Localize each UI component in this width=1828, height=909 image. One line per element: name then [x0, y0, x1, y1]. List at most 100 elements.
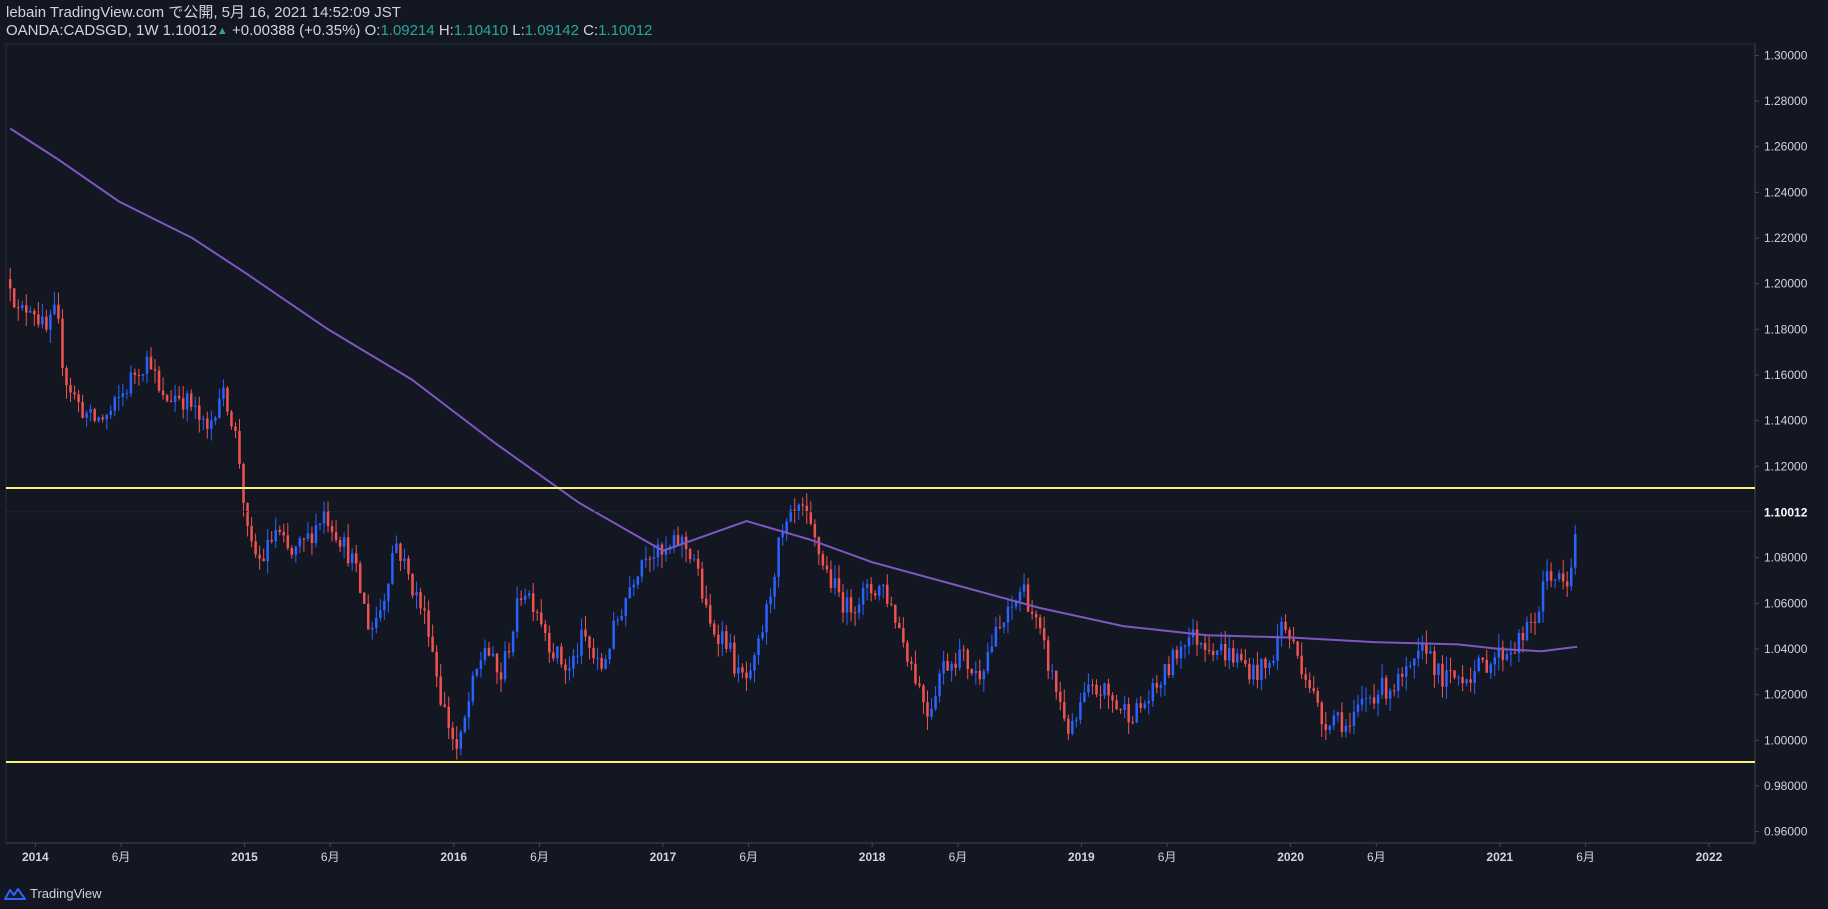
- candle-down: [439, 676, 442, 705]
- candle-down: [817, 537, 821, 555]
- candle-up: [53, 304, 56, 315]
- candle-down: [519, 598, 523, 600]
- candle-down: [1453, 670, 1456, 678]
- candle-up: [479, 660, 483, 669]
- candle-down: [443, 704, 446, 707]
- candle-down: [1063, 702, 1066, 719]
- candle-down: [455, 739, 459, 749]
- candle-down: [226, 387, 229, 412]
- candle-up: [1545, 571, 1549, 582]
- candle-down: [1296, 641, 1299, 656]
- candle-up: [624, 598, 627, 617]
- last-price-badge: [1756, 502, 1826, 521]
- candle-up: [950, 663, 953, 671]
- candle-down: [704, 598, 708, 606]
- candle-up: [833, 578, 837, 588]
- candle-up: [1018, 591, 1022, 601]
- candle-down: [548, 632, 551, 653]
- open-label: O:: [364, 22, 381, 39]
- high-label: H:: [438, 22, 454, 39]
- candle-down: [1119, 709, 1122, 711]
- candle-up: [596, 657, 599, 659]
- candle-up: [85, 412, 88, 418]
- candle-up: [97, 417, 100, 421]
- candle-down: [1131, 722, 1134, 724]
- candle-up: [632, 584, 636, 588]
- candle-up: [391, 552, 394, 584]
- candle-up: [121, 393, 125, 397]
- candle-down: [821, 554, 825, 566]
- candle-down: [177, 395, 181, 399]
- candle-up: [982, 671, 986, 680]
- candle-up: [652, 557, 656, 559]
- x-tick-label: 2015: [231, 850, 258, 864]
- candle-down: [1030, 611, 1034, 614]
- candle-up: [753, 655, 756, 671]
- candle-down: [1244, 659, 1247, 664]
- candle-up: [125, 393, 129, 395]
- candle-down: [1054, 670, 1058, 692]
- candle-up: [644, 558, 648, 561]
- candle-down: [906, 642, 909, 662]
- candle-up: [387, 583, 390, 601]
- candle-down: [246, 502, 249, 526]
- candle-up: [845, 597, 849, 613]
- candle-down: [1433, 651, 1436, 676]
- candle-up: [1437, 663, 1440, 676]
- candle-down: [1469, 679, 1472, 683]
- candle-down: [552, 652, 555, 659]
- candle-down: [495, 653, 499, 673]
- candle-up: [467, 701, 471, 718]
- candle-down: [57, 304, 60, 319]
- candle-up: [1014, 600, 1018, 607]
- x-tick-label: 6月: [739, 850, 758, 864]
- x-tick-label: 6月: [321, 850, 340, 864]
- candle-down: [230, 411, 233, 427]
- candle-down: [1264, 658, 1267, 669]
- candle-down: [676, 535, 680, 546]
- candle-up: [1280, 621, 1283, 636]
- candle-up: [568, 668, 571, 671]
- y-tick-label: 1.28000: [1764, 94, 1808, 108]
- candle-down: [1207, 650, 1211, 652]
- publish-info: lebain TradingView.com で公開, 5月 16, 2021 …: [6, 4, 401, 21]
- tradingview-logo-icon[interactable]: [4, 887, 26, 901]
- candle-down: [1501, 647, 1505, 660]
- candle-up: [1187, 636, 1191, 647]
- candle-up: [580, 629, 583, 656]
- candle-down: [101, 417, 104, 420]
- candle-up: [1199, 643, 1203, 645]
- candle-down: [966, 650, 969, 670]
- candle-down: [1034, 613, 1038, 618]
- candle-up: [1421, 642, 1424, 651]
- candle-down: [1195, 629, 1199, 645]
- candle-down: [1481, 657, 1484, 660]
- candle-up: [1022, 584, 1026, 592]
- candle-down: [869, 583, 873, 594]
- candle-up: [1409, 665, 1412, 667]
- candle-up: [680, 536, 684, 546]
- candle-up: [1236, 653, 1239, 663]
- candle-down: [133, 372, 137, 376]
- y-tick-label: 1.24000: [1764, 185, 1808, 199]
- x-tick-label: 2014: [22, 850, 49, 864]
- candle-up: [322, 511, 326, 524]
- candle-down: [535, 611, 539, 613]
- candle-up: [218, 398, 221, 418]
- tradingview-brand[interactable]: TradingView: [30, 886, 102, 901]
- candle-up: [503, 651, 507, 680]
- x-tick-label: 2016: [440, 850, 467, 864]
- candle-up: [1075, 719, 1078, 721]
- candle-up: [857, 604, 861, 613]
- candle-down: [584, 629, 587, 637]
- candle-up: [664, 549, 668, 555]
- candle-up: [1006, 606, 1010, 623]
- candle-down: [310, 533, 314, 544]
- candle-down: [793, 509, 796, 511]
- x-tick-label: 6月: [1576, 850, 1595, 864]
- candle-down: [648, 558, 652, 560]
- candle-down: [978, 670, 982, 680]
- x-tick-label: 2021: [1486, 850, 1513, 864]
- candle-up: [21, 305, 24, 309]
